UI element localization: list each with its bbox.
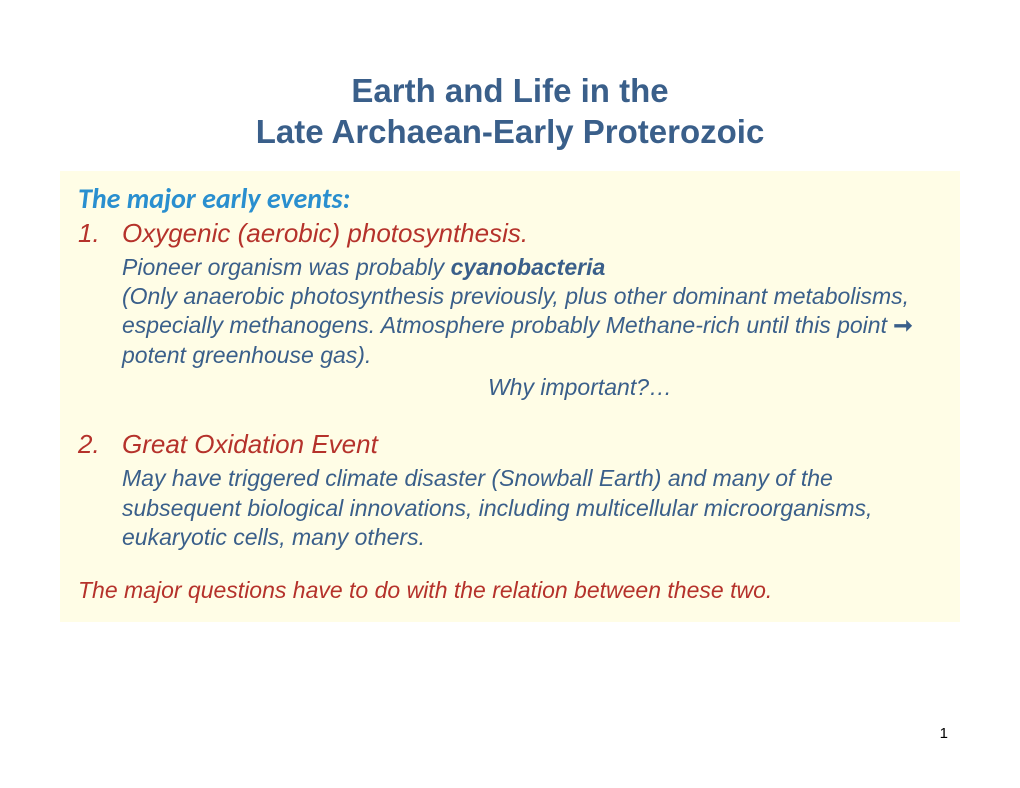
slide: Earth and Life in the Late Archaean-Earl… bbox=[0, 0, 1020, 788]
list-title-1: Oxygenic (aerobic) photosynthesis. bbox=[122, 218, 528, 249]
item1-detail: Pioneer organism was probably cyanobacte… bbox=[122, 253, 942, 371]
list-number-1: 1. bbox=[78, 218, 122, 249]
item2-detail: May have triggered climate disaster (Sno… bbox=[122, 464, 942, 552]
list-title-2: Great Oxidation Event bbox=[122, 429, 378, 460]
title-block: Earth and Life in the Late Archaean-Earl… bbox=[60, 70, 960, 153]
content-box: The major early events: 1. Oxygenic (aer… bbox=[60, 171, 960, 622]
footer-line: The major questions have to do with the … bbox=[78, 577, 942, 604]
section-header: The major early events: bbox=[78, 181, 942, 216]
item1-detail-body1: (Only anaerobic photosynthesis previousl… bbox=[122, 283, 909, 338]
arrow-icon: ➞ bbox=[893, 312, 912, 338]
title-line-2: Late Archaean-Early Proterozoic bbox=[60, 111, 960, 152]
list-number-2: 2. bbox=[78, 429, 122, 460]
list-item-1: 1. Oxygenic (aerobic) photosynthesis. bbox=[78, 218, 942, 249]
item1-detail-prefix: Pioneer organism was probably bbox=[122, 254, 451, 280]
item1-detail-bold: cyanobacteria bbox=[451, 254, 606, 280]
title-line-1: Earth and Life in the bbox=[60, 70, 960, 111]
list-item-2: 2. Great Oxidation Event bbox=[78, 429, 942, 460]
page-number: 1 bbox=[940, 725, 948, 742]
item1-why: Why important?… bbox=[78, 374, 942, 401]
item1-detail-body2: potent greenhouse gas). bbox=[122, 342, 371, 368]
